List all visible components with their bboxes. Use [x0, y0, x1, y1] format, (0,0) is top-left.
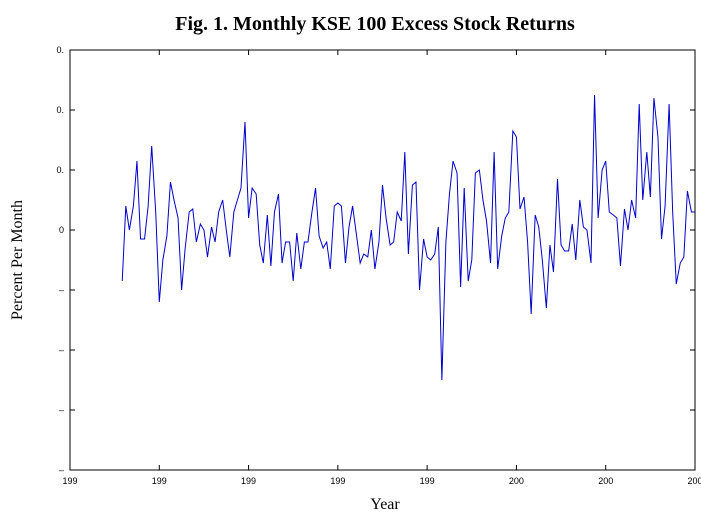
- y-tick-label: 0.: [56, 165, 64, 175]
- x-tick-label: 200: [509, 476, 524, 486]
- y-axis-label: Percent Per Month: [9, 200, 26, 320]
- x-tick-label: 199: [152, 476, 167, 486]
- x-tick-label: 199: [62, 476, 77, 486]
- x-tick-label: 199: [420, 476, 435, 486]
- data-line: [121, 94, 695, 381]
- chart-title: Fig. 1. Monthly KSE 100 Excess Stock Ret…: [175, 13, 575, 35]
- x-tick-label: 199: [241, 476, 256, 486]
- y-tick-label: –: [59, 345, 64, 355]
- x-tick-label: 200: [598, 476, 613, 486]
- y-tick-label: –: [59, 405, 64, 415]
- y-tick-label: 0.: [56, 45, 64, 55]
- plot-frame: [69, 49, 696, 471]
- y-tick-label: 0.: [56, 105, 64, 115]
- x-tick-label: 200: [687, 476, 701, 486]
- x-tick-label: 199: [330, 476, 345, 486]
- x-axis-label: Year: [370, 496, 400, 513]
- y-tick-label: –: [59, 465, 64, 475]
- y-tick-label: 0: [59, 225, 64, 235]
- y-tick-label: –: [59, 285, 64, 295]
